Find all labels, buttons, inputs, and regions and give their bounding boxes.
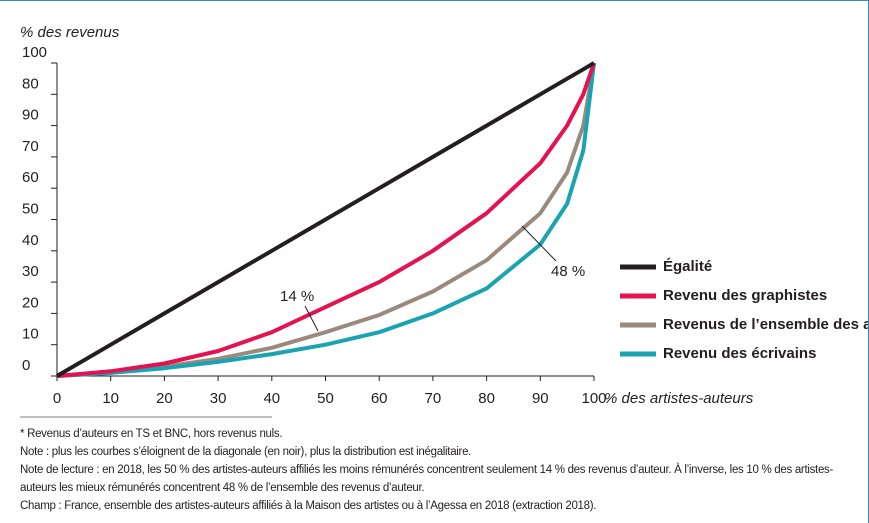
- chart: % des revenus % des artistes-auteurs 0 10…: [20, 24, 868, 418]
- y-tick-label: 40: [22, 232, 39, 249]
- y-tick-label: 100: [22, 44, 47, 61]
- legend-label: Revenu des graphistes: [663, 287, 827, 304]
- legend-label: Revenu des écrivains: [663, 345, 816, 362]
- notes: * Revenus d’auteurs en TS et BNC, hors r…: [20, 425, 850, 515]
- x-tick-label: 60: [371, 390, 388, 407]
- y-tick-label: 50: [22, 200, 39, 217]
- x-tick-label: 30: [210, 390, 227, 407]
- note: Note de lecture : en 2018, les 50 % des …: [20, 464, 834, 494]
- x-tick-label: 0: [53, 390, 61, 407]
- x-axis-title: % des artistes-auteurs: [604, 390, 754, 407]
- y-axis-title: % des revenus: [20, 24, 120, 41]
- note: Champ : France, ensemble des artistes-au…: [20, 500, 597, 512]
- annotation-leader: [521, 225, 557, 262]
- y-tick-label: 0: [22, 357, 30, 374]
- y-tick-label: 70: [22, 138, 39, 155]
- x-tick-label: 20: [156, 390, 173, 407]
- y-tick-label: 90: [22, 107, 39, 124]
- series-line: [55, 61, 596, 378]
- x-tick-label: 90: [532, 390, 549, 407]
- annotation: 14 %: [280, 288, 314, 305]
- legend-label: Égalité: [663, 258, 712, 275]
- annotation-leader: [304, 305, 319, 332]
- x-tick-label: 70: [425, 390, 442, 407]
- series-line: [56, 62, 596, 378]
- y-tick-label: 20: [22, 294, 39, 311]
- series-line: [56, 62, 596, 378]
- x-tick-label: 80: [478, 390, 495, 407]
- y-tick-label: 10: [22, 326, 39, 343]
- x-tick-label: 40: [263, 390, 280, 407]
- y-tick-label: 60: [22, 169, 39, 186]
- x-tick-label: 50: [317, 390, 334, 407]
- annotation: 48 %: [551, 263, 585, 280]
- y-tick-label: 80: [22, 75, 39, 92]
- x-tick-label: 100: [581, 390, 606, 407]
- y-tick-label: 30: [22, 263, 39, 280]
- note: * Revenus d’auteurs en TS et BNC, hors r…: [20, 428, 283, 440]
- note: Note : plus les courbes s’éloignent de l…: [20, 446, 472, 458]
- legend-label: Revenus de l’ensemble des affiliés: [663, 316, 868, 333]
- x-tick-label: 10: [102, 390, 119, 407]
